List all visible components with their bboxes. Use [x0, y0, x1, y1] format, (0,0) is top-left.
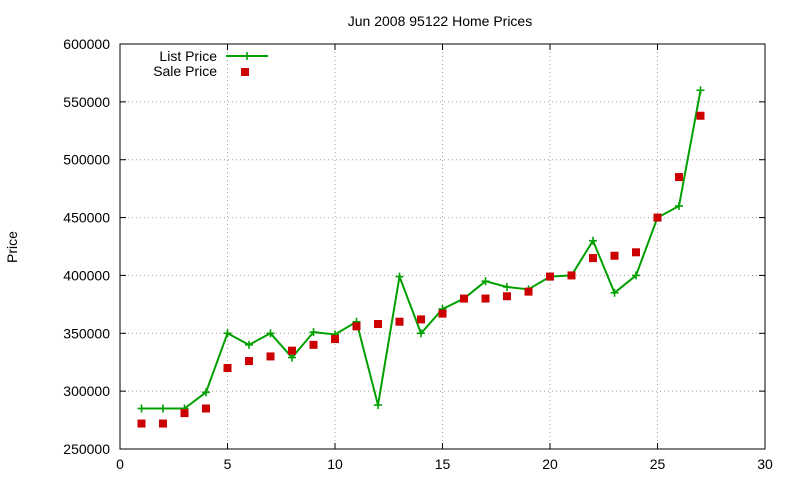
list-price-point	[288, 353, 296, 362]
sale-price-point	[524, 287, 533, 296]
list-price-point	[632, 271, 640, 280]
sale-price-point	[503, 292, 511, 301]
sale-price-point	[696, 111, 705, 120]
sale-price-point	[417, 315, 425, 324]
sale-price-point	[610, 251, 619, 260]
sale-price-point	[266, 352, 275, 361]
legend-marker-sale-price	[241, 68, 249, 76]
sale-price-point	[180, 409, 189, 418]
list-price-point	[481, 277, 490, 286]
sale-price-point	[632, 248, 640, 257]
list-price-point	[610, 288, 619, 297]
y-tick-label: 600000	[63, 36, 110, 52]
list-price-point	[417, 329, 425, 338]
sale-price-point	[159, 419, 167, 428]
legend-label-sale-price: Sale Price	[153, 63, 217, 79]
legend-label-list-price: List Price	[159, 48, 217, 64]
y-tick-label: 450000	[63, 210, 110, 226]
x-tick-label: 20	[542, 456, 558, 472]
list-price-point	[159, 404, 167, 413]
y-tick-label: 250000	[63, 441, 110, 457]
y-tick-label: 500000	[63, 152, 110, 168]
sale-price-point	[481, 294, 490, 303]
sale-price-point	[374, 320, 382, 329]
sale-price-point	[438, 309, 447, 318]
sale-price-point	[202, 404, 210, 413]
axis-ticks: 0 5 10 15 20 25 30 250000 300000 350000 400000 4500…	[63, 36, 773, 472]
list-price-point	[202, 388, 210, 397]
legend: List Price Sale Price	[153, 48, 268, 79]
sale-price-point	[245, 357, 253, 366]
list-price-point	[137, 404, 146, 413]
y-tick-label: 300000	[63, 383, 110, 399]
grid	[120, 44, 765, 449]
x-tick-label: 5	[224, 456, 232, 472]
plot-area	[137, 86, 705, 428]
sale-price-point	[288, 346, 296, 355]
x-tick-label: 0	[116, 456, 124, 472]
list-price-point	[309, 328, 318, 337]
sale-price-point	[137, 419, 146, 428]
y-axis-label: Price	[4, 231, 20, 263]
y-tick-label: 400000	[63, 267, 110, 283]
sale-price-point	[675, 173, 683, 182]
sale-price-point	[352, 322, 361, 331]
legend-swatch-list-price	[226, 52, 268, 60]
x-tick-label: 15	[435, 456, 451, 472]
sale-price-point	[395, 317, 404, 326]
list-price-point	[675, 202, 683, 210]
list-price-point	[245, 340, 253, 349]
sale-price-point	[460, 294, 468, 303]
list-price-point	[374, 401, 382, 410]
chart-title: Jun 2008 95122 Home Prices	[348, 13, 532, 29]
y-tick-label: 350000	[63, 325, 110, 341]
list-price-point	[503, 283, 511, 291]
sale-price-point	[589, 254, 597, 263]
legend-swatch-sale-price	[241, 68, 249, 76]
list-price-point	[696, 86, 705, 95]
list-price-point	[589, 236, 597, 245]
x-tick-label: 25	[650, 456, 666, 472]
x-tick-label: 10	[327, 456, 343, 472]
sale-price-point	[546, 272, 554, 281]
sale-price-point	[223, 364, 232, 372]
list-price-line	[141, 90, 702, 410]
list-price-point	[223, 329, 232, 338]
sale-price-point	[309, 340, 318, 349]
sale-price-point	[653, 213, 662, 222]
sale-price-point	[331, 335, 339, 344]
x-tick-label: 30	[757, 456, 773, 472]
sale-price-point	[567, 271, 576, 280]
legend-marker-list-price	[243, 52, 251, 60]
y-tick-label: 550000	[63, 94, 110, 110]
list-price-point	[266, 329, 275, 338]
list-price-point	[395, 272, 404, 281]
